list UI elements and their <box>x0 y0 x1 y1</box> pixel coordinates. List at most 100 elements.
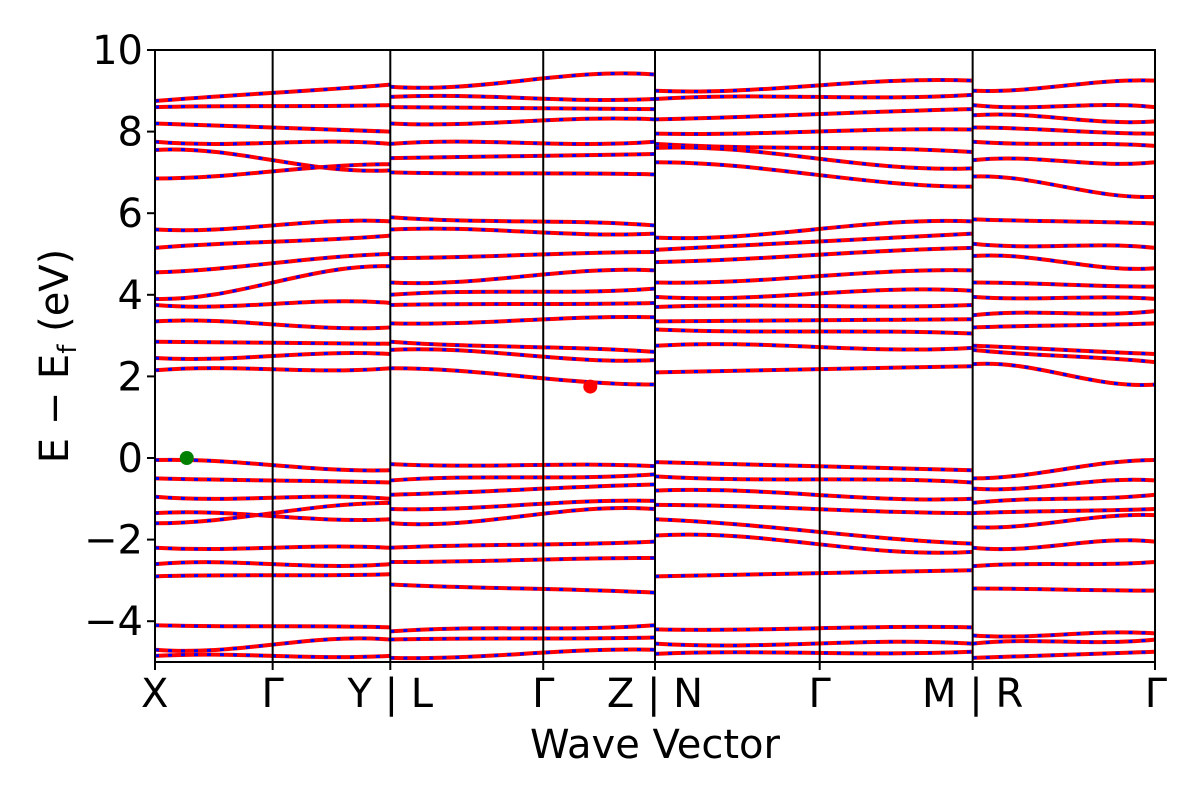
band-line-overlay <box>390 506 656 526</box>
band-line-overlay <box>654 533 973 555</box>
band-line-overlay <box>390 582 656 595</box>
conduction-band-minimum-marker <box>583 379 598 394</box>
band-line-overlay <box>654 364 973 374</box>
band-line-overlay <box>972 321 1155 329</box>
band-line-overlay <box>654 287 973 300</box>
band-line-overlay <box>972 362 1155 387</box>
band-line-overlay <box>654 568 973 578</box>
band-line-overlay <box>390 499 656 511</box>
y-tick-label: 6 <box>118 191 143 237</box>
band-line-overlay <box>972 253 1155 271</box>
band-line-overlay <box>390 116 656 126</box>
x-tick-label: Γ <box>532 671 555 717</box>
band-line-overlay <box>654 342 973 352</box>
y-tick-label: 2 <box>118 354 143 400</box>
band-line-overlay <box>654 517 973 546</box>
y-axis: −4 −2 0 2 4 6 8 10 <box>84 28 155 645</box>
band-line-overlay <box>654 625 973 632</box>
x-tick-label: M | R <box>922 671 1023 717</box>
band-line-overlay <box>654 78 973 93</box>
band-line-overlay <box>390 556 656 564</box>
band-line-overlay <box>390 340 656 354</box>
band-line-overlay <box>654 460 973 472</box>
band-line-overlay <box>654 160 973 189</box>
band-line-overlay <box>390 227 656 237</box>
band-line-overlay <box>654 327 973 336</box>
band-line-overlay <box>972 281 1155 289</box>
y-tick-label: 4 <box>118 273 143 319</box>
band-line-overlay <box>654 317 973 323</box>
band-line-overlay <box>390 250 656 260</box>
band-line-overlay <box>972 348 1155 364</box>
band-line-overlay <box>654 93 973 101</box>
y-axis-label-main: E − E <box>32 354 78 464</box>
y-tick-label: 0 <box>118 436 143 482</box>
band-line-overlay <box>972 156 1155 166</box>
band-line-overlay <box>972 126 1155 136</box>
band-line-overlay <box>972 174 1155 199</box>
band-line-overlay <box>390 71 656 90</box>
band-line-overlay <box>390 170 656 176</box>
x-tick-label: Γ <box>261 671 284 717</box>
band-line-overlay <box>390 315 656 326</box>
band-line-overlay <box>972 140 1155 148</box>
x-tick-label: X <box>141 671 168 717</box>
band-line-overlay <box>654 303 973 309</box>
band-line-overlay <box>390 462 656 468</box>
band-line-overlay <box>390 540 656 550</box>
band-line-overlay <box>654 127 973 136</box>
valence-band-maximum-marker <box>179 451 194 465</box>
x-axis: X Γ Y | L Γ Z | N Γ M | R Γ <box>141 662 1168 717</box>
band-line-overlay <box>390 623 656 633</box>
highlight-points <box>179 379 598 465</box>
band-line-overlay <box>654 268 973 285</box>
band-line-overlay <box>972 513 1155 530</box>
band-line-overlay <box>390 366 656 387</box>
y-tick-label: 8 <box>118 110 143 156</box>
band-line-overlay <box>972 344 1155 356</box>
band-line-overlay <box>390 105 656 111</box>
band-line-overlay <box>390 347 656 363</box>
band-line-overlay <box>390 287 656 297</box>
y-axis-label-subscript: f <box>53 344 83 354</box>
band-line-overlay <box>972 103 1155 109</box>
x-tick-label: Γ <box>809 671 832 717</box>
band-line-overlay <box>654 503 973 515</box>
band-line-overlay <box>390 215 656 227</box>
band-line-overlay <box>390 648 656 660</box>
band-line-overlay <box>390 268 656 285</box>
band-line-overlay <box>972 112 1155 124</box>
y-tick-label: −4 <box>84 599 143 645</box>
band-line-overlay <box>972 493 1155 505</box>
band-line-overlay <box>390 152 656 160</box>
band-line-overlay <box>654 474 973 484</box>
band-line-overlay <box>654 219 973 240</box>
band-line-overlay <box>972 242 1155 250</box>
band-line-overlay <box>654 145 973 171</box>
x-tick-label: Γ <box>1145 671 1168 717</box>
band-line-overlay <box>654 246 973 264</box>
band-line-overlay <box>390 472 656 482</box>
x-axis-label: Wave Vector <box>530 722 781 768</box>
band-line-overlay <box>972 78 1155 93</box>
band-line-overlay <box>390 483 656 497</box>
band-line-overlay <box>390 94 656 102</box>
high-symmetry-lines <box>271 50 974 662</box>
band-line-overlay <box>972 538 1155 551</box>
band-line-overlay <box>972 309 1155 317</box>
y-tick-label: 10 <box>92 28 143 74</box>
band-line-overlay <box>972 478 1155 491</box>
band-line-overlay <box>654 488 973 502</box>
band-line-overlay <box>390 636 656 642</box>
band-line-overlay <box>972 295 1155 301</box>
band-line-overlay <box>654 650 973 656</box>
band-line-overlay <box>972 638 1155 646</box>
x-tick-label: Y | L <box>346 671 433 717</box>
band-line-overlay <box>972 650 1155 660</box>
band-line-overlay <box>972 587 1155 593</box>
band-line-overlay <box>390 140 656 146</box>
band-line-overlay <box>972 507 1155 515</box>
band-line-overlay <box>390 301 656 307</box>
band-line-overlay <box>972 458 1155 480</box>
y-tick-label: −2 <box>84 518 143 564</box>
